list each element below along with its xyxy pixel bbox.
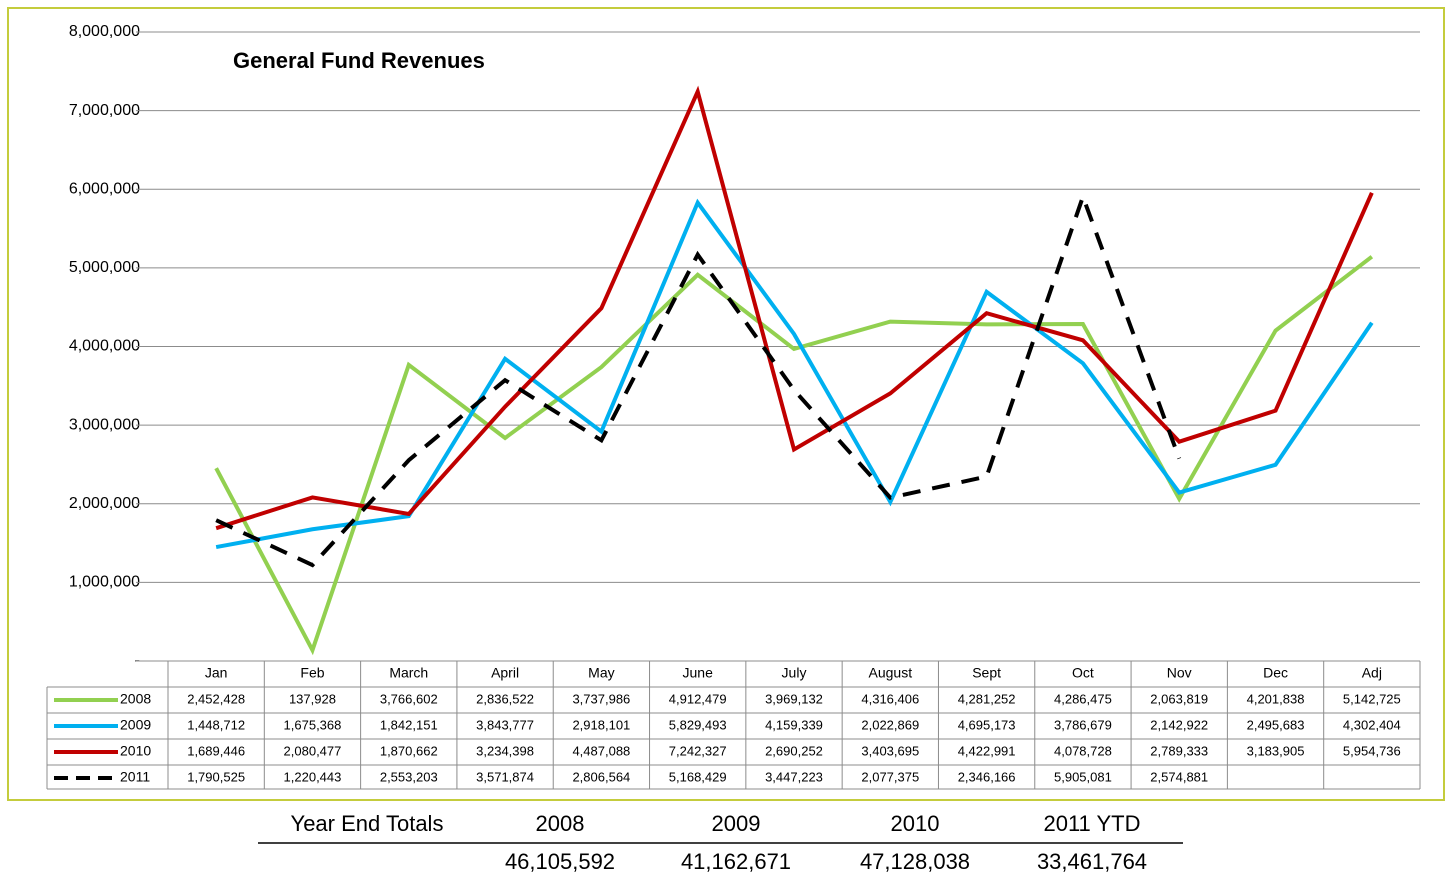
x-tick-label: July [782,665,807,681]
totals-header: 2009 [712,811,761,836]
x-tick-label: Adj [1362,665,1382,681]
table-value: 4,695,173 [958,717,1016,732]
table-value: 2,080,477 [284,743,342,758]
x-tick-label: March [389,665,428,681]
legend-label: 2009 [120,717,151,733]
table-value: 4,487,088 [572,743,630,758]
table-value: 5,954,736 [1343,743,1401,758]
x-tick-label: Jan [205,665,228,681]
totals-value: 47,128,038 [860,849,970,874]
legend-label: 2010 [120,743,151,759]
table-value: 3,786,679 [1054,717,1112,732]
table-value: 5,168,429 [669,769,727,784]
x-tick-label: April [491,665,519,681]
y-tick-label: 6,000,000 [69,180,140,197]
table-value: 1,870,662 [380,743,438,758]
table-value: 4,201,838 [1247,691,1305,706]
table-value: 2,346,166 [958,769,1016,784]
y-tick-label: 3,000,000 [69,416,140,433]
x-tick-label: May [588,665,614,681]
table-value: 2,789,333 [1150,743,1208,758]
totals-title: Year End Totals [291,811,444,836]
x-tick-label: Oct [1072,665,1094,681]
x-tick-label: Dec [1263,665,1288,681]
table-value: 2,495,683 [1247,717,1305,732]
table-value: 7,242,327 [669,743,727,758]
table-value: 2,077,375 [861,769,919,784]
table-value: 3,766,602 [380,691,438,706]
table-value: 3,969,132 [765,691,823,706]
table-value: 2,452,428 [187,691,245,706]
y-tick-label: 5,000,000 [69,259,140,276]
table-value: 4,078,728 [1054,743,1112,758]
totals-header: 2010 [891,811,940,836]
table-value: 5,829,493 [669,717,727,732]
series-line [215,198,1374,550]
table-value: 2,022,869 [861,717,919,732]
totals-value: 33,461,764 [1037,849,1147,874]
table-value: 3,447,223 [765,769,823,784]
table-value: 4,281,252 [958,691,1016,706]
y-tick-label: 1,000,000 [69,574,140,591]
table-value: 4,302,404 [1343,717,1401,732]
table-value: 3,183,905 [1247,743,1305,758]
legend-label: 2011 [120,769,150,785]
table-value: 1,842,151 [380,717,438,732]
table-value: 137,928 [289,691,336,706]
table-value: 2,142,922 [1150,717,1208,732]
table-value: 1,220,443 [284,769,342,784]
y-tick-label: 8,000,000 [69,23,140,40]
totals-header: 2008 [536,811,585,836]
totals-value: 46,105,592 [505,849,615,874]
chart-frame [7,7,1445,801]
table-value: 3,571,874 [476,769,534,784]
table-value: 3,234,398 [476,743,534,758]
series-line [214,255,1374,656]
table-value: 1,448,712 [187,717,245,732]
table-value: 3,843,777 [476,717,534,732]
x-tick-label: Nov [1167,665,1192,681]
table-value: 2,836,522 [476,691,534,706]
table-value: 5,142,725 [1343,691,1401,706]
totals-value: 41,162,671 [681,849,791,874]
table-value: 2,553,203 [380,769,438,784]
table-value: 2,063,819 [1150,691,1208,706]
totals-header: 2011 YTD [1043,811,1140,836]
x-tick-label: Sept [972,665,1001,681]
table-value: 1,790,525 [187,769,245,784]
table-value: 2,806,564 [572,769,630,784]
y-tick-label: 4,000,000 [69,338,140,355]
series-line [215,85,1374,531]
x-tick-label: Feb [300,665,324,681]
y-tick-label: 7,000,000 [69,102,140,119]
x-tick-label: June [683,665,714,681]
table-value: 4,159,339 [765,717,823,732]
x-tick-label: August [869,665,913,681]
table-value: 2,690,252 [765,743,823,758]
legend-label: 2008 [120,691,151,707]
table-value: 1,689,446 [187,743,245,758]
table-value: 3,403,695 [861,743,919,758]
series-line [215,190,1182,568]
table-value: 4,316,406 [861,691,919,706]
y-tick-label: 2,000,000 [69,495,140,512]
table-value: 4,422,991 [958,743,1016,758]
table-value: 1,675,368 [284,717,342,732]
table-value: 4,286,475 [1054,691,1112,706]
table-value: 5,905,081 [1054,769,1112,784]
chart-title: General Fund Revenues [233,48,485,73]
table-value: 4,912,479 [669,691,727,706]
table-value: 2,918,101 [572,717,630,732]
table-value: 2,574,881 [1150,769,1208,784]
table-value: 3,737,986 [572,691,630,706]
